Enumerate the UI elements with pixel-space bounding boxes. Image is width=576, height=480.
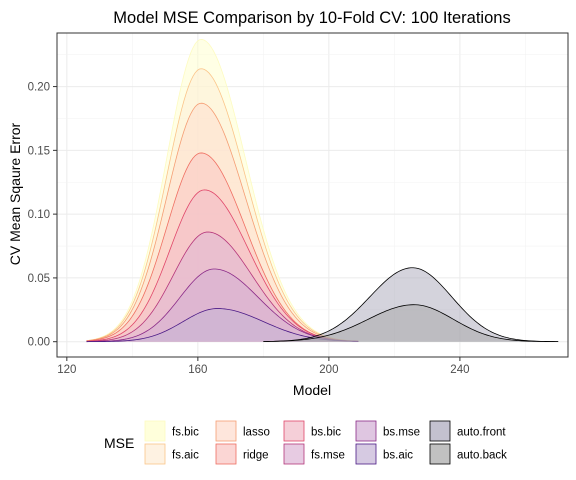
legend-label-auto-back: auto.back bbox=[457, 450, 507, 462]
y-tick-label: 0.00 bbox=[28, 337, 50, 349]
series-line-fs-bic bbox=[86, 39, 359, 342]
y-tick-label: 0.15 bbox=[28, 145, 50, 157]
legend-label-lasso: lasso bbox=[243, 427, 270, 439]
y-tick-label: 0.20 bbox=[28, 82, 50, 94]
legend-key-auto-front bbox=[429, 420, 451, 442]
y-tick-label: 0.10 bbox=[28, 209, 50, 221]
y-tick-label: 0.05 bbox=[28, 273, 50, 285]
x-axis-title: Model bbox=[293, 382, 331, 398]
legend-key-fs-bic bbox=[144, 420, 166, 442]
plot-border bbox=[56, 32, 569, 358]
legend-label-fs-aic: fs.aic bbox=[172, 450, 199, 462]
legend-title: MSE bbox=[104, 435, 134, 451]
series-line-auto-back bbox=[263, 304, 559, 343]
y-axis-title: CV Mean Sqaure Error bbox=[7, 122, 23, 265]
series-area-bs-aic bbox=[86, 308, 359, 342]
legend-label-bs-mse: bs.mse bbox=[383, 427, 420, 439]
legend-label-bs-bic: bs.bic bbox=[311, 427, 341, 439]
chart-title: Model MSE Comparison by 10-Fold CV: 100 … bbox=[113, 9, 510, 27]
legend-label-ridge: ridge bbox=[243, 450, 269, 462]
legend-key-fs-mse bbox=[283, 443, 305, 465]
legend-key-auto-back bbox=[429, 443, 451, 465]
legend-label-fs-mse: fs.mse bbox=[311, 450, 345, 462]
series-area-bs-mse bbox=[86, 269, 359, 342]
series-area-auto-back bbox=[263, 304, 559, 342]
legend-key-bs-mse bbox=[355, 420, 377, 442]
legend-key-ridge bbox=[215, 443, 237, 465]
x-tick-label: 160 bbox=[188, 364, 207, 376]
x-tick-label: 200 bbox=[319, 364, 338, 376]
plot-panel bbox=[56, 32, 569, 358]
legend-key-fs-aic bbox=[144, 443, 166, 465]
series-line-fs-aic bbox=[86, 68, 359, 342]
series-line-bs-mse bbox=[86, 268, 359, 343]
legend-label-bs-aic: bs.aic bbox=[383, 450, 413, 462]
legend-key-bs-aic bbox=[355, 443, 377, 465]
series-line-bs-bic bbox=[86, 189, 359, 342]
x-tick-label: 240 bbox=[450, 364, 469, 376]
legend-label-auto-front: auto.front bbox=[457, 427, 506, 439]
y-axis: 0.00 0.05 0.10 0.15 0.20 bbox=[28, 82, 57, 349]
x-tick-label: 120 bbox=[57, 364, 76, 376]
legend-label-fs-bic: fs.bic bbox=[172, 427, 199, 439]
legend-key-bs-bic bbox=[283, 420, 305, 442]
series-layer bbox=[86, 39, 559, 343]
legend: MSE fs.bic fs.aic lasso ridge bs.bic fs.mse bs… bbox=[104, 420, 507, 465]
x-axis: 120 160 200 240 bbox=[57, 357, 469, 376]
series-line-auto-front bbox=[263, 267, 559, 343]
legend-key-lasso bbox=[215, 420, 237, 442]
series-line-lasso bbox=[86, 102, 359, 342]
series-line-fs-mse bbox=[86, 231, 359, 342]
